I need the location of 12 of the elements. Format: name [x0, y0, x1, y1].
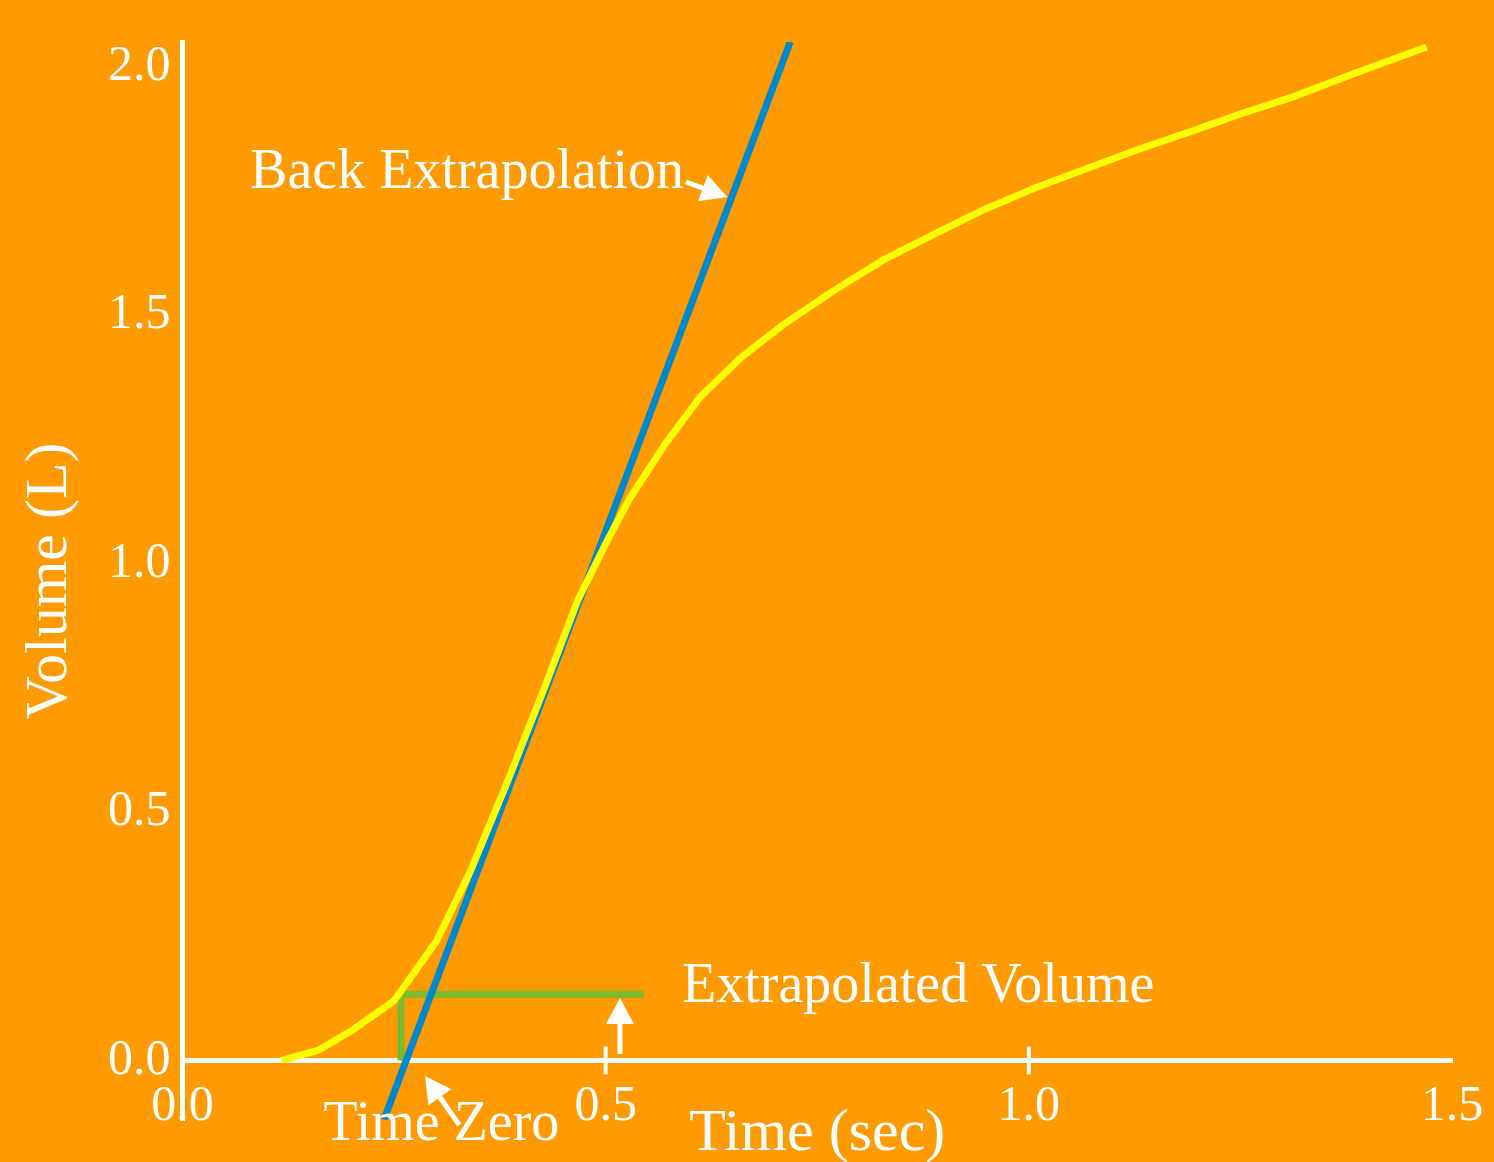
x-tick-label: 0.5: [574, 1074, 637, 1131]
y-tick-label: 1.5: [108, 283, 171, 340]
y-axis-title: Volume (L): [12, 442, 79, 720]
x-tick-label: 1.0: [997, 1074, 1061, 1131]
annotation: Time Zero: [323, 1090, 560, 1152]
x-tick-label: 1.5: [1420, 1074, 1484, 1131]
y-tick-label: 0.0: [108, 1028, 171, 1085]
y-tick-label: 1.0: [108, 531, 171, 588]
y-tick-label: 2.0: [108, 34, 171, 91]
y-tick-label: 0.5: [108, 780, 171, 837]
annotation: Extrapolated Volume: [682, 952, 1155, 1015]
annotation: Back Extrapolation: [250, 137, 684, 200]
